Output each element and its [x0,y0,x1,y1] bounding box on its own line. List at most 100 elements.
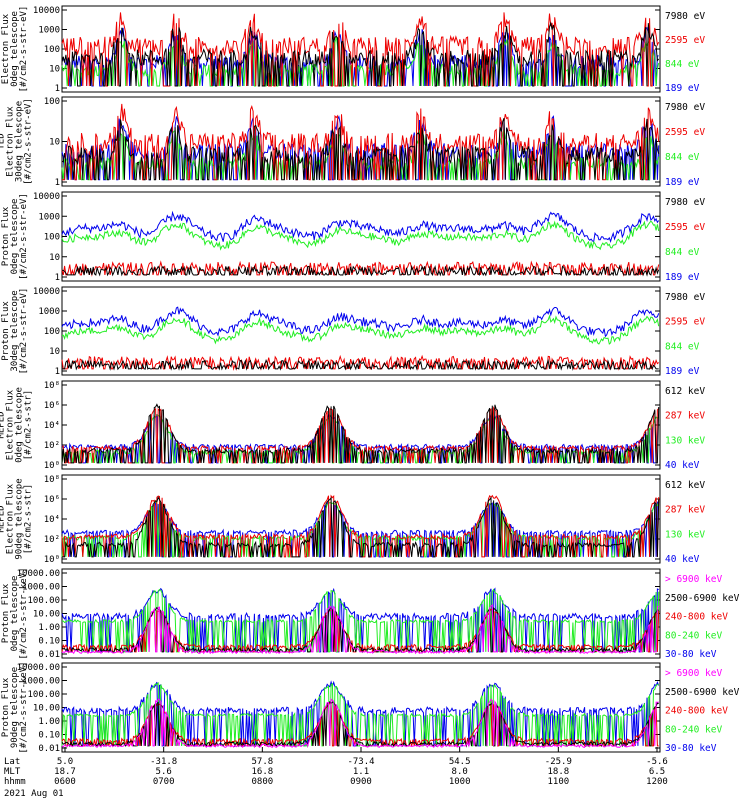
x-row-label: Lat [4,757,20,767]
y-tick-label: 1 [55,273,60,283]
series-trace [61,314,660,345]
legend-entry: 2595 eV [665,127,705,138]
y-tick-label: 10⁶ [44,401,60,411]
y-tick-label: 1000 [38,307,60,317]
x-tick-label: -5.6 [646,757,668,767]
y-axis-label: Proton Flux 0deg telescope [#/cm2-s-str-ke… [1,567,29,659]
panel-meped-p-90: 10000.00 1000.00 100.00 10.00 1.00 0.10 0.01 Pr… [1,661,740,754]
x-tick-label: 1000 [449,777,471,787]
series-trace [61,21,660,87]
series-trace [62,358,659,371]
x-tick-label: 0900 [350,777,372,787]
y-axis-label-line: 0deg telescope [10,11,20,87]
legend-entry: 844 eV [665,341,700,352]
y-axis-label-line: [#/cm2-s-str-eV] [19,288,29,375]
x-tick-label: 18.8 [547,767,569,777]
y-tick-label: 10 [49,138,60,148]
x-row-label: MLT [4,767,21,777]
y-tick-label: 10² [44,441,60,451]
y-tick-label: 0.10 [38,731,60,741]
y-axis-label: TED Electron Flux 30deg telescope [#/cm2-s-… [0,98,34,185]
y-tick-label: 1.00 [38,623,60,633]
legend-entry: 240-800 keV [665,706,728,717]
y-axis-label-line: 30deg telescope [10,290,20,371]
panel-meped-e-90: 10⁸ 10⁶ 10⁴ 10² 10⁰ MEPED Electron Flux 90deg t… [0,474,705,565]
legend-entry: 80-240 keV [665,724,722,735]
y-tick-label: 10⁰ [44,461,60,471]
x-tick-label: -31.8 [150,757,177,767]
legend-entry: 844 eV [665,247,700,258]
legend-entry: 612 keV [665,480,705,491]
legend-entry: 30-80 keV [665,649,717,660]
y-axis-label-line: Electron Flux [6,106,16,177]
x-tick-label: 1200 [646,777,668,787]
y-tick-label: 1 [55,367,60,377]
series-trace [61,681,659,747]
y-axis-label-line: Proton Flux [1,206,11,266]
panel-ted-e-30: 100 10 1 TED Electron Flux 30deg telescope [#/… [0,96,705,188]
legend-entry: 7980 eV [665,197,705,208]
x-tick-label: 0800 [251,777,273,787]
legend-entry: 189 eV [665,177,700,188]
legend-entry: 7980 eV [665,102,705,113]
legend-entry: 2500-6900 keV [665,687,740,698]
series-trace [61,306,660,338]
series-trace [61,701,659,748]
legend-entry: 240-800 keV [665,612,728,623]
y-axis-label-line: Electron Flux [1,13,11,84]
series-trace [61,210,660,243]
y-tick-label: 1 [55,178,60,188]
series-trace [61,12,660,87]
legend-entry: 189 eV [665,366,700,377]
y-tick-label: 100.00 [27,690,60,700]
y-axis-label-line: Electron Flux [6,483,16,554]
x-tick-label: -25.9 [545,757,572,767]
panel-ted-p-30: 10000 1000 100 10 1 Proton Flux 30deg telescop… [1,286,705,377]
legend-entry: > 6900 keV [665,574,722,585]
legend-entry: 2595 eV [665,222,705,233]
series-trace [62,103,660,181]
legend-entry: 287 keV [665,505,705,516]
x-tick-label: 54.5 [449,757,471,767]
y-tick-label: 10.00 [33,704,60,714]
y-axis-label-line: 0deg telescope [15,387,25,463]
y-tick-label: 10000.00 [17,569,60,579]
panel-ted-e-0: 10000 1000 100 10 1 Electron Flux 0deg telesco… [1,5,705,94]
y-tick-label: 1000 [38,26,60,36]
x-tick-label: -73.4 [347,757,374,767]
x-tick-label: 57.8 [251,757,273,767]
y-tick-label: 100 [44,233,60,243]
legend-entry: 7980 eV [665,11,705,22]
y-tick-label: 10² [44,535,60,545]
panel-ted-p-0: 10000 1000 100 10 1 Proton Flux 0deg telescope… [1,191,705,283]
y-tick-label: 1000.00 [22,583,60,593]
y-axis-label-line: [#/cm2-s-str-keV] [19,567,29,659]
y-tick-label: 10⁴ [44,421,60,431]
y-axis-label-line: [#/cm2-s-str-keV] [19,661,29,753]
legend-entry: 189 eV [665,272,700,283]
y-axis-label-line: 90deg telescope [15,478,25,559]
series-trace [61,264,660,277]
legend-entry: > 6900 keV [665,668,722,679]
y-tick-label: 1000 [38,212,60,222]
y-tick-label: 0.01 [38,744,60,754]
x-tick-label: 5.0 [57,757,73,767]
y-axis-label-line: 90deg telescope [10,667,20,748]
series-trace [61,608,660,654]
y-tick-label: 1000.00 [22,677,60,687]
y-tick-label: 10⁰ [44,555,60,565]
series-trace [61,403,660,464]
x-tick-label: 0600 [54,777,76,787]
x-row-label: hhmm [4,777,26,787]
y-axis-label: MEPED Electron Flux 0deg telescope [#/cm2-s… [0,387,34,463]
legend-entry: 612 keV [665,386,705,397]
series-trace [61,604,659,655]
y-axis-label-line: 0deg telescope [10,576,20,652]
x-tick-label: 0700 [153,777,175,787]
y-axis-label: Electron Flux 0deg telescope [#/cm2-s-str-… [1,6,29,93]
panel-meped-p-0: 10000.00 1000.00 100.00 10.00 1.00 0.10 0.01 Pr… [1,567,740,660]
y-axis-label-line: Proton Flux [1,301,11,361]
y-axis-label: Proton Flux 30deg telescope [#/cm2-s-str-e… [1,288,29,375]
y-axis-label-line: Proton Flux [1,583,11,643]
series-trace [61,260,660,277]
